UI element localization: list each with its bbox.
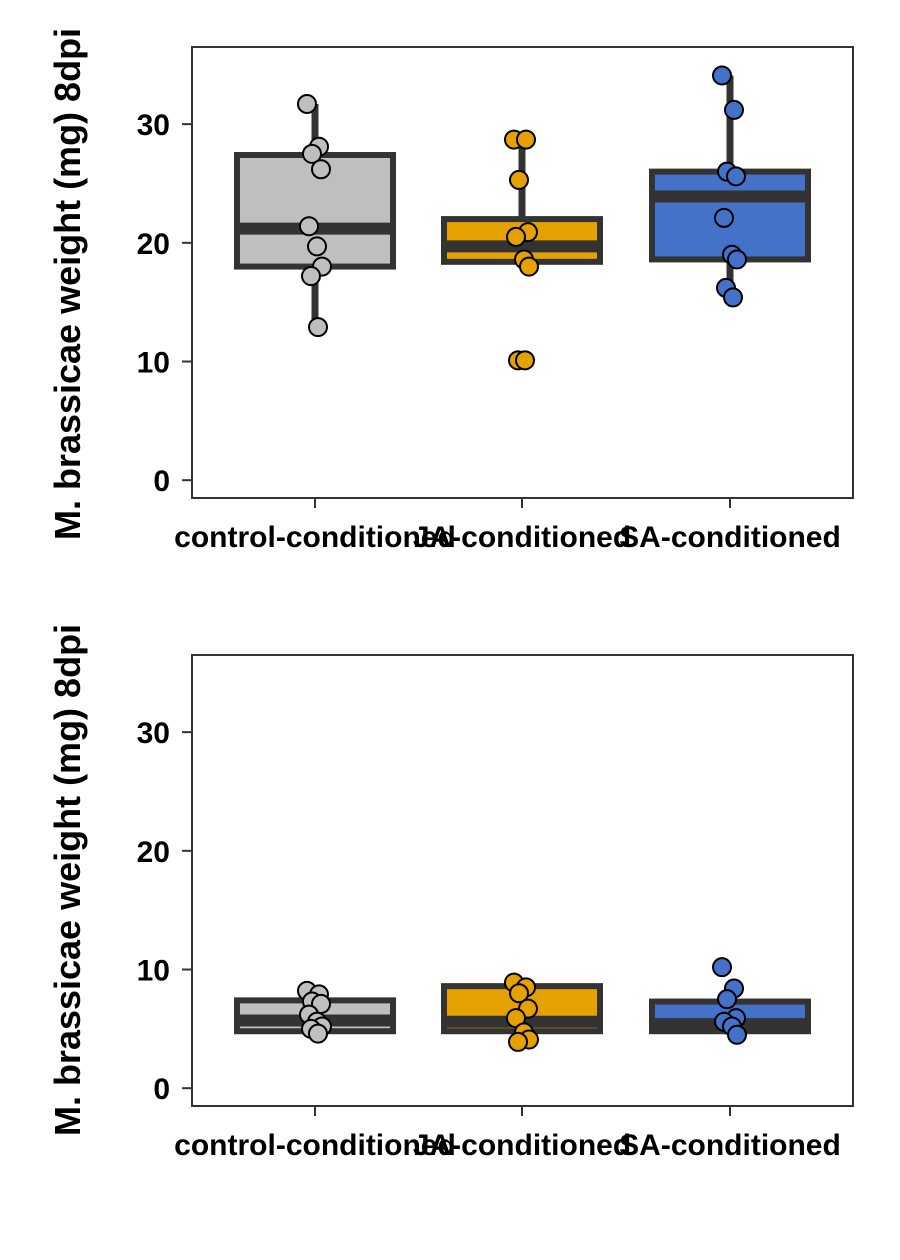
panels: 0102030control-conditionedJA-conditioned… [137,46,854,1162]
data-point [717,989,737,1010]
y-tick-label: 30 [137,717,170,750]
y-tick-label: 30 [137,109,170,142]
data-point [723,287,743,308]
data-point [307,236,327,257]
data-point [714,207,734,228]
x-tick-label: control-conditioned [174,1129,456,1162]
series-SA-conditioned [649,65,811,308]
data-point [311,159,331,180]
y-tick-label: 20 [137,836,170,869]
y-axis-title-top: M. brassicae weight (mg) 8dpi [47,28,88,540]
data-point [519,256,539,277]
y-tick-label: 10 [137,955,170,988]
x-tick-label: JA-conditioned [413,1129,631,1162]
data-point [712,65,732,86]
x-tick-label: JA-conditioned [413,521,631,554]
x-tick-label: control-conditioned [174,521,456,554]
data-point [726,166,746,187]
data-point [724,99,744,120]
y-tick-label: 0 [153,1073,170,1106]
y-tick-label: 0 [153,465,170,498]
data-point [509,983,529,1004]
x-tick-label: SA-conditioned [619,1129,841,1162]
chart-panel-2: 0 10 20 30 control-conditionedJA-conditioned… [137,654,854,1162]
data-point [506,226,526,247]
y-tick-label: 10 [137,347,170,380]
data-point [308,317,328,338]
data-point [727,1024,747,1045]
data-point [297,93,317,114]
data-point [308,1023,328,1044]
data-point [712,957,732,978]
y-axis-title-bottom: M. brassicae weight (mg) 8dpi [47,624,88,1136]
data-point [727,249,747,270]
series-control-conditioned [234,980,396,1044]
chart-panel-1: 0 10 20 30 control-conditionedJA-conditioned… [137,46,854,554]
series-SA-conditioned [649,957,811,1045]
data-point [508,1031,528,1052]
data-point [516,129,536,150]
data-point [515,350,535,371]
data-point [509,169,529,190]
y-tick-label: 20 [137,228,170,261]
series-control-conditioned [234,93,396,338]
series-JA-conditioned [441,972,603,1052]
data-point [301,266,321,287]
data-point [302,143,322,164]
x-tick-label: SA-conditioned [619,521,841,554]
data-point [299,216,319,237]
series-JA-conditioned [441,129,603,371]
